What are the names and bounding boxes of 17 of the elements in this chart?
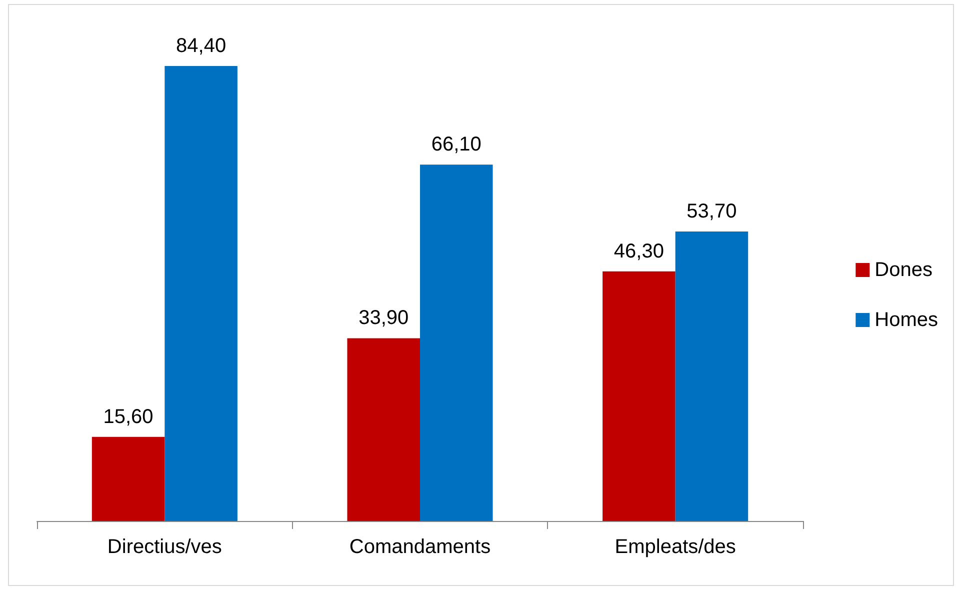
legend-label: Dones: [874, 259, 932, 281]
x-tick-label: Empleats/des: [614, 536, 736, 558]
data-label: 46,30: [614, 240, 664, 262]
bar: [675, 232, 748, 521]
bar: [347, 338, 420, 521]
x-tick-label: Comandaments: [349, 536, 491, 558]
bar: [164, 66, 238, 521]
data-label: 66,10: [431, 134, 482, 156]
data-label: 33,90: [358, 307, 409, 330]
legend-label: Homes: [874, 309, 938, 331]
bar: [420, 164, 493, 521]
data-label: 53,70: [686, 200, 737, 223]
data-label: 15,60: [103, 406, 154, 428]
x-tick-label: Directius/ves: [107, 536, 222, 558]
data-label: 84,40: [176, 35, 226, 57]
bar: [602, 271, 676, 521]
bar: [92, 436, 165, 521]
